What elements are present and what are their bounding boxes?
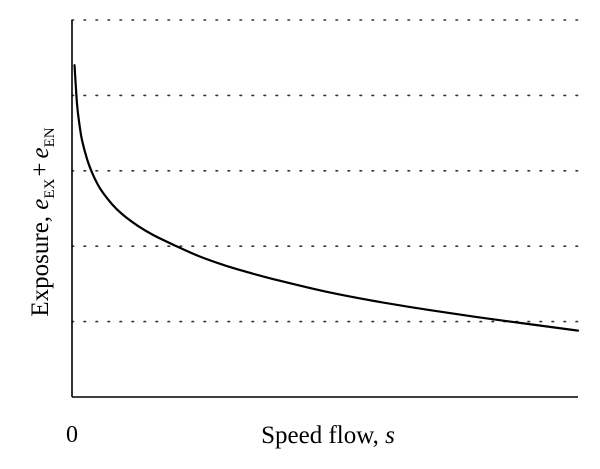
y-axis-label: Exposure, eEX+eEN — [27, 127, 58, 316]
series-line — [73, 64, 580, 332]
x-tick-label-0: 0 — [66, 422, 78, 448]
grid-lines — [71, 19, 579, 323]
x-axis-label: Speed flow, s — [261, 422, 395, 449]
